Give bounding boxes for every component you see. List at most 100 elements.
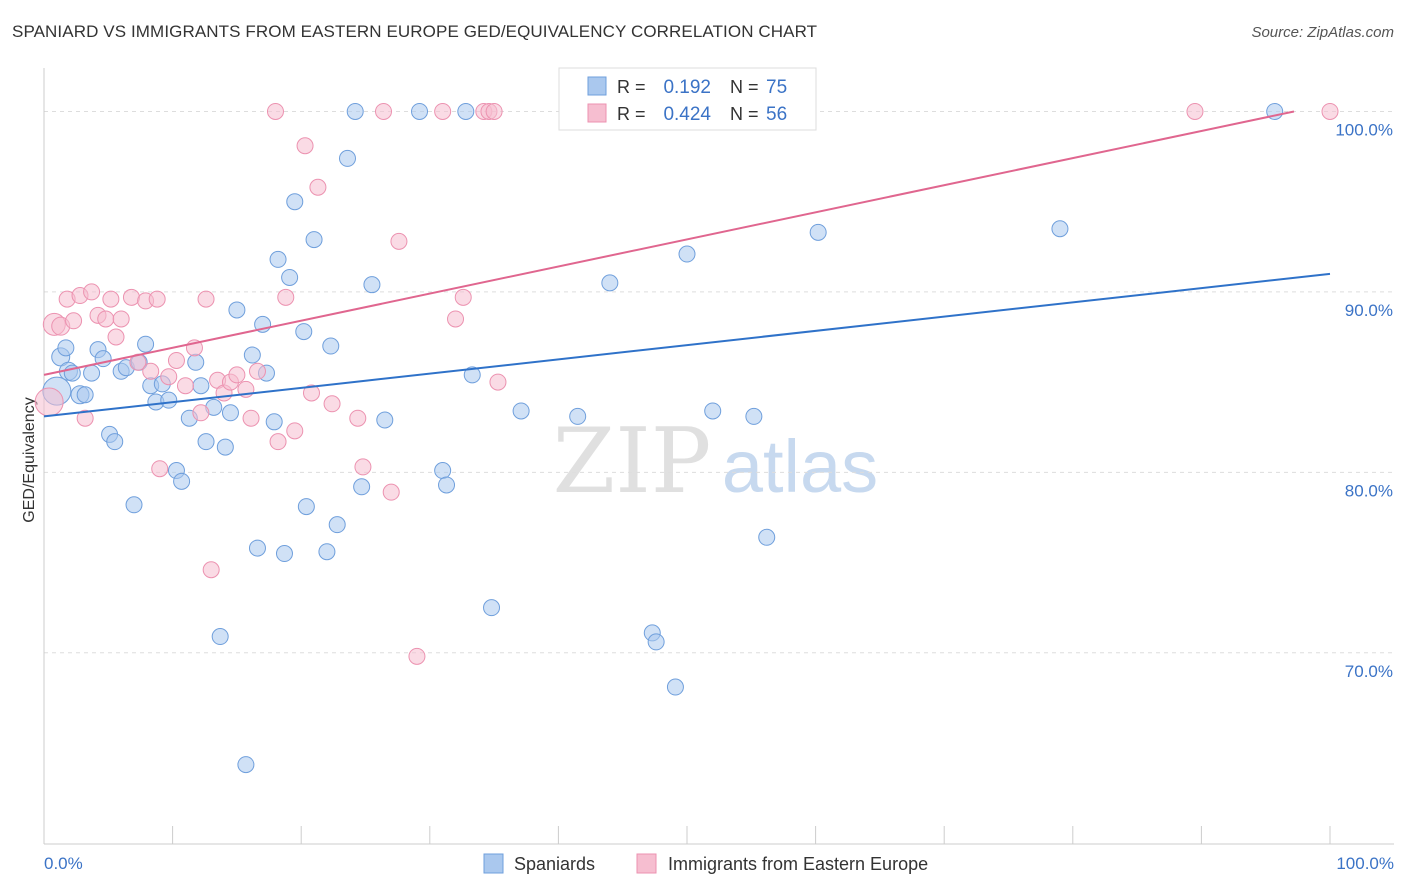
point-spaniard-58 xyxy=(483,599,501,617)
point-eastern-europe-23 xyxy=(192,404,210,422)
point-spaniard-29 xyxy=(216,438,234,456)
point-spaniard-61 xyxy=(569,407,587,425)
legend-bottom-label-spaniards: Spaniards xyxy=(514,854,595,874)
point-spaniard-49 xyxy=(346,102,364,120)
point-spaniard-46 xyxy=(322,337,340,355)
point-eastern-europe-44 xyxy=(382,483,400,501)
point-eastern-europe-39 xyxy=(309,178,327,196)
point-eastern-europe-38 xyxy=(302,384,320,402)
point-spaniard-32 xyxy=(237,756,255,774)
legend-bottom-label-eastern-europe: Immigrants from Eastern Europe xyxy=(668,854,928,874)
point-spaniard-28 xyxy=(211,628,229,646)
point-eastern-europe-17 xyxy=(148,290,166,308)
point-spaniard-45 xyxy=(318,543,336,561)
point-eastern-europe-49 xyxy=(454,288,472,306)
legend-n-value-spaniards: 75 xyxy=(766,77,787,98)
point-spaniard-11 xyxy=(106,433,124,451)
point-spaniard-54 xyxy=(434,462,452,480)
point-spaniard-41 xyxy=(286,193,304,211)
point-spaniard-20 xyxy=(160,391,178,409)
watermark: ZIP atlas xyxy=(553,409,878,514)
point-spaniard-34 xyxy=(248,539,266,557)
y-tick-labels: 70.0% 80.0% 90.0% 100.0% xyxy=(1335,120,1393,680)
legend-r-label-eastern-europe: R = xyxy=(617,104,651,124)
point-eastern-europe-7 xyxy=(83,283,101,301)
point-spaniard-65 xyxy=(666,678,684,696)
point-eastern-europe-45 xyxy=(390,232,408,250)
watermark-atlas: atlas xyxy=(722,425,878,508)
point-spaniard-7 xyxy=(83,364,101,382)
point-spaniard-43 xyxy=(297,498,315,516)
point-eastern-europe-46 xyxy=(408,647,426,665)
point-eastern-europe-47 xyxy=(434,102,452,120)
x-tick-label-max: 100.0% xyxy=(1336,854,1394,873)
point-eastern-europe-13 xyxy=(122,288,140,306)
chart-title: SPANIARD VS IMMIGRANTS FROM EASTERN EURO… xyxy=(12,22,818,41)
point-spaniard-50 xyxy=(353,478,371,496)
point-spaniard-68 xyxy=(704,402,722,420)
y-tick-label-70: 70.0% xyxy=(1345,662,1393,681)
point-spaniard-33 xyxy=(243,346,261,364)
point-spaniard-57 xyxy=(463,366,481,384)
point-eastern-europe-4 xyxy=(65,312,83,330)
point-eastern-europe-40 xyxy=(323,395,341,413)
point-spaniard-72 xyxy=(1051,220,1069,238)
watermark-zip: ZIP xyxy=(553,409,712,514)
legend-bottom-swatch-eastern-europe xyxy=(636,853,657,874)
legend-bottom: Spaniards Immigrants from Eastern Europe xyxy=(483,853,928,874)
point-spaniard-25 xyxy=(192,377,210,395)
legend-swatch-eastern-europe xyxy=(587,103,607,123)
point-eastern-europe-18 xyxy=(151,460,169,478)
legend-n-label-eastern-europe: N = xyxy=(730,104,764,124)
y-tick-label-80: 80.0% xyxy=(1345,481,1393,500)
point-spaniard-39 xyxy=(275,545,293,563)
point-eastern-europe-10 xyxy=(102,290,120,308)
point-spaniard-22 xyxy=(173,472,191,490)
point-eastern-europe-42 xyxy=(354,458,372,476)
point-eastern-europe-29 xyxy=(228,366,246,384)
point-spaniard-2 xyxy=(57,339,75,357)
point-eastern-europe-33 xyxy=(266,102,284,120)
trend-line-spaniard xyxy=(43,272,1331,418)
point-eastern-europe-21 xyxy=(176,377,194,395)
point-spaniard-30 xyxy=(221,404,239,422)
point-eastern-europe-43 xyxy=(375,102,393,120)
point-eastern-europe-53 xyxy=(489,373,507,391)
point-spaniard-24 xyxy=(187,353,205,371)
point-spaniard-69 xyxy=(745,407,763,425)
point-spaniard-52 xyxy=(376,411,394,429)
legend-n-label-spaniards: N = xyxy=(730,77,764,97)
trend-line-eastern-europe xyxy=(43,110,1295,376)
point-eastern-europe-55 xyxy=(1321,102,1339,120)
point-eastern-europe-54 xyxy=(1186,102,1204,120)
point-spaniard-48 xyxy=(338,149,356,167)
point-spaniard-6 xyxy=(76,386,94,404)
legend-bottom-swatch-spaniards xyxy=(483,853,504,874)
point-spaniard-70 xyxy=(758,528,776,546)
point-spaniard-55 xyxy=(438,476,456,494)
legend-r-value-eastern-europe: 0.424 xyxy=(663,104,711,125)
point-spaniard-26 xyxy=(197,433,215,451)
point-eastern-europe-11 xyxy=(107,328,125,346)
point-spaniard-53 xyxy=(411,102,429,120)
point-eastern-europe-32 xyxy=(248,362,266,380)
legend-top: R = 0.192 N = 75 R = 0.424 N = 56 xyxy=(558,67,817,131)
point-spaniard-42 xyxy=(295,323,313,341)
point-eastern-europe-9 xyxy=(97,310,115,328)
point-eastern-europe-6 xyxy=(76,409,94,427)
y-tick-label-100: 100.0% xyxy=(1335,120,1393,139)
y-axis-label: GED/Equivalency xyxy=(21,397,38,522)
point-spaniard-71 xyxy=(809,223,827,241)
point-eastern-europe-19 xyxy=(160,368,178,386)
point-spaniard-38 xyxy=(269,250,287,268)
point-eastern-europe-16 xyxy=(142,362,160,380)
point-spaniard-44 xyxy=(305,231,323,249)
point-spaniard-64 xyxy=(647,633,665,651)
point-eastern-europe-31 xyxy=(242,409,260,427)
point-spaniard-37 xyxy=(265,413,283,431)
point-spaniard-67 xyxy=(678,245,696,263)
point-spaniard-56 xyxy=(457,102,475,120)
legend-swatch-spaniards xyxy=(587,76,607,96)
point-eastern-europe-52 xyxy=(485,102,503,120)
